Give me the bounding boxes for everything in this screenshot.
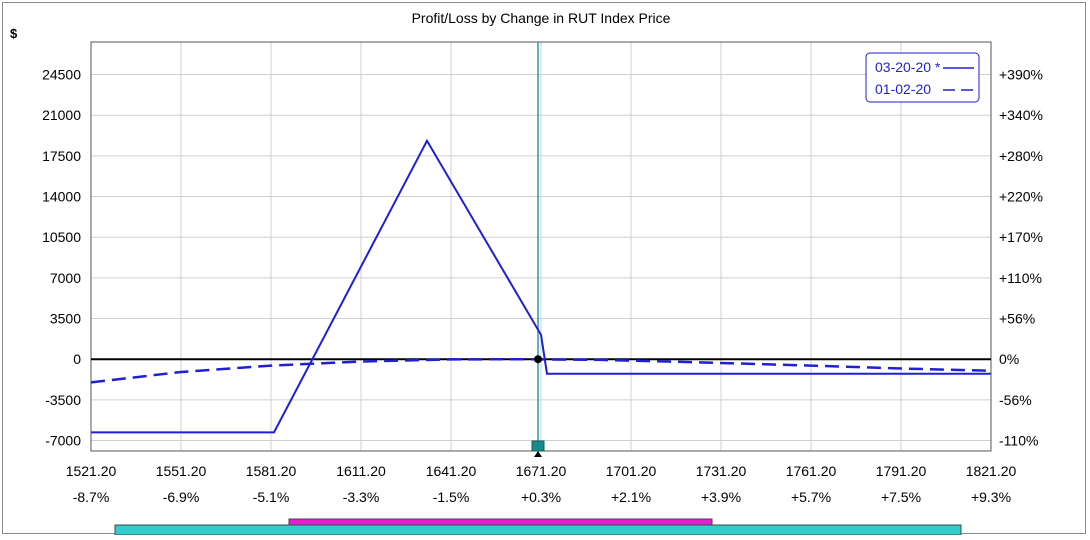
current-price-square-marker xyxy=(531,440,545,452)
x-tick-label-percent: -3.3% xyxy=(343,489,380,505)
y-tick-label: 7000 xyxy=(50,270,81,286)
y2-tick-label: 0% xyxy=(999,351,1019,367)
x-tick-label-price: 1821.20 xyxy=(966,463,1017,479)
x-tick-label-percent: +9.3% xyxy=(971,489,1011,505)
legend-label: 01-02-20 xyxy=(875,81,931,97)
x-tick-label-price: 1581.20 xyxy=(246,463,297,479)
legend: 03-20-20 * 01-02-20 xyxy=(865,52,980,103)
x-tick-label-percent: -6.9% xyxy=(163,489,200,505)
y2-tick-label: +110% xyxy=(999,270,1042,286)
y2-tick-label: +280% xyxy=(999,148,1043,164)
x-tick-label-percent: +3.9% xyxy=(701,489,741,505)
current-price-arrow-marker xyxy=(534,451,542,457)
x-tick-label-percent: +7.5% xyxy=(881,489,921,505)
range-bar xyxy=(114,524,962,536)
y-tick-label: 3500 xyxy=(50,311,81,327)
x-tick-label-percent: -1.5% xyxy=(433,489,470,505)
y2-tick-label: -56% xyxy=(999,392,1032,408)
x-tick-label-price: 1611.20 xyxy=(336,463,386,479)
x-tick-label-price: 1791.20 xyxy=(876,463,927,479)
x-tick-label-price: 1521.20 xyxy=(66,463,117,479)
y2-tick-label: -110% xyxy=(999,433,1038,449)
series-line-dashed xyxy=(90,357,992,384)
profit-loss-chart: Profit/Loss by Change in RUT Index Price… xyxy=(10,10,1043,536)
x-tick-label-price: 1731.20 xyxy=(696,463,747,479)
x-tick-label-price: 1551.20 xyxy=(156,463,207,479)
x-tick-label-percent: -5.1% xyxy=(253,489,290,505)
range-bar xyxy=(288,518,713,526)
y2-tick-label: +220% xyxy=(999,189,1043,205)
y2-tick-label: +56% xyxy=(999,311,1035,327)
y-tick-label: 21000 xyxy=(42,107,81,123)
series-line-solid xyxy=(91,138,991,434)
y-tick-label: 14000 xyxy=(42,189,81,205)
x-tick-label-price: 1701.20 xyxy=(606,463,657,479)
y-tick-label: -3500 xyxy=(45,392,81,408)
y2-tick-label: +390% xyxy=(999,67,1043,83)
y-tick-label: 10500 xyxy=(42,229,81,245)
x-tick-label-percent: +0.3% xyxy=(521,489,561,505)
x-tick-label-percent: +2.1% xyxy=(611,489,651,505)
y2-tick-label: +340% xyxy=(999,107,1043,123)
y-tick-label: 17500 xyxy=(42,148,81,164)
y-tick-label: -7000 xyxy=(45,433,81,449)
x-tick-label-price: 1761.20 xyxy=(786,463,837,479)
chart-title: Profit/Loss by Change in RUT Index Price xyxy=(412,10,671,26)
y-tick-label: 0 xyxy=(73,351,81,367)
current-pl-marker xyxy=(534,355,542,364)
x-tick-label-percent: -8.7% xyxy=(73,489,110,505)
legend-label: 03-20-20 * xyxy=(875,59,941,75)
y2-tick-label: +170% xyxy=(999,229,1043,245)
y-tick-label: 24500 xyxy=(42,67,81,83)
y-axis-unit-label: $ xyxy=(10,26,18,41)
x-tick-label-percent: +5.7% xyxy=(791,489,831,505)
x-tick-label-price: 1641.20 xyxy=(426,463,477,479)
x-tick-label-price: 1671.20 xyxy=(516,463,567,479)
